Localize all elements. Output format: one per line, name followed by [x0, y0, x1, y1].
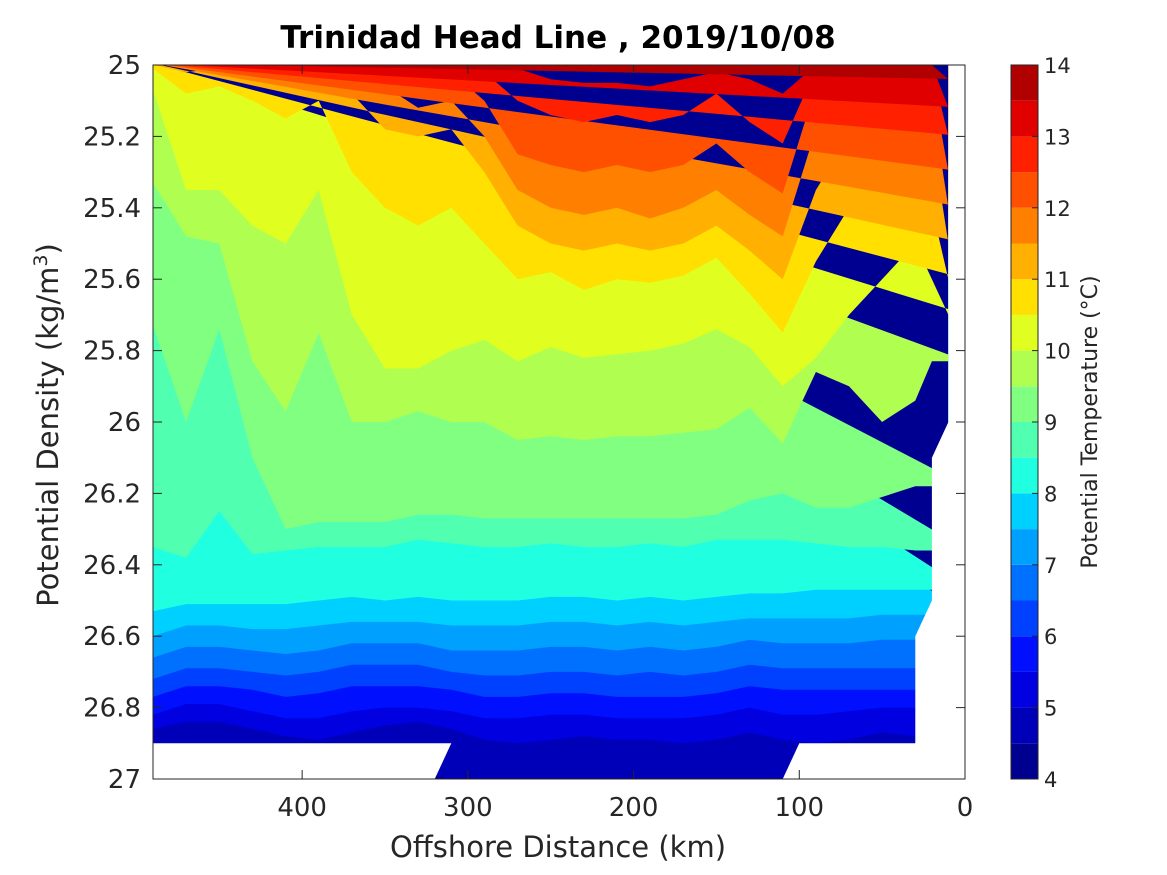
colorbar-tick-label: 14: [1044, 54, 1071, 78]
colorbar-swatch: [1011, 100, 1038, 137]
contour-band-12.5: [153, 65, 965, 144]
colorbar-swatch: [1011, 350, 1038, 387]
colorbar-swatch: [1011, 564, 1038, 601]
colorbar-swatch: [1011, 65, 1038, 101]
y-tick-label: 26.2: [83, 479, 141, 509]
y-axis-label-text: Potential Density (kg/m: [31, 267, 65, 607]
no-data-bottom-left: [153, 743, 452, 779]
colorbar-label: Potential Temperature (°C): [1078, 275, 1103, 568]
colorbar-tick-label: 7: [1044, 554, 1057, 578]
x-axis-label: Offshore Distance (km): [390, 830, 726, 864]
colorbar-swatch: [1011, 314, 1038, 351]
y-tick-label: 25.6: [83, 265, 141, 295]
colorbar-swatch: [1011, 671, 1038, 708]
contour-band-12: [153, 65, 965, 194]
colorbar-swatch: [1011, 386, 1038, 422]
colorbar-swatch: [1011, 457, 1038, 494]
colorbar-tick-label: 8: [1044, 482, 1057, 506]
colorbar: 4 5 6 7 8 9 10 11 12 13 14: [1010, 54, 1071, 792]
y-axis-label: Potential Density (kg/m3): [30, 243, 65, 607]
colorbar-swatch: [1011, 422, 1038, 458]
y-axis-label-close: ): [31, 243, 65, 254]
colorbar-swatch: [1011, 279, 1038, 315]
y-tick-label: 25.2: [83, 122, 141, 152]
colorbar-swatch: [1011, 600, 1038, 637]
y-tick-label: 26: [108, 408, 141, 438]
y-tick-label: 25: [108, 51, 141, 81]
colorbar-swatch: [1011, 243, 1038, 280]
chart-title: Trinidad Head Line , 2019/10/08: [280, 20, 835, 56]
colorbar-swatch: [1011, 172, 1038, 208]
contour-band-13.5: [153, 65, 965, 80]
y-tick-label: 25.8: [83, 337, 141, 367]
colorbar-tick-label: 6: [1044, 625, 1057, 649]
colorbar-tick-label: 4: [1044, 768, 1057, 792]
x-tick-label: 100: [774, 793, 824, 823]
colorbar-swatch: [1011, 707, 1038, 744]
x-tick-label: 0: [957, 793, 974, 823]
y-axis-label-sup: 3: [30, 254, 52, 266]
no-data-right-edge: [915, 65, 965, 779]
colorbar-tick-label: 11: [1044, 268, 1071, 292]
y-tick-label: 26.8: [83, 694, 141, 724]
colorbar-tick-label: 5: [1044, 697, 1057, 721]
colorbar-swatch: [1011, 207, 1038, 244]
axes: 400 300 200 100 0 25 25.2 25.4 25.6 25.8 26 26.2 26.…: [83, 51, 973, 823]
y-tick-label: 26.4: [83, 551, 141, 581]
colorbar-swatch: [1011, 529, 1038, 565]
colorbar-swatch: [1011, 136, 1038, 173]
colorbar-swatch: [1011, 743, 1038, 779]
colorbar-tick-label: 12: [1044, 197, 1071, 221]
colorbar-swatch: [1011, 636, 1038, 672]
colorbar-swatch: [1011, 493, 1038, 530]
y-tick-label: 27: [108, 765, 141, 795]
x-tick-label: 200: [609, 793, 659, 823]
y-tick-label: 26.6: [83, 622, 141, 652]
y-tick-label: 25.4: [83, 194, 141, 224]
x-tick-label: 400: [277, 793, 327, 823]
x-tick-label: 300: [443, 793, 493, 823]
colorbar-tick-label: 9: [1044, 411, 1057, 435]
plot-area: [153, 65, 965, 779]
colorbar-tick-label: 10: [1044, 340, 1071, 364]
colorbar-tick-label: 13: [1044, 125, 1071, 149]
